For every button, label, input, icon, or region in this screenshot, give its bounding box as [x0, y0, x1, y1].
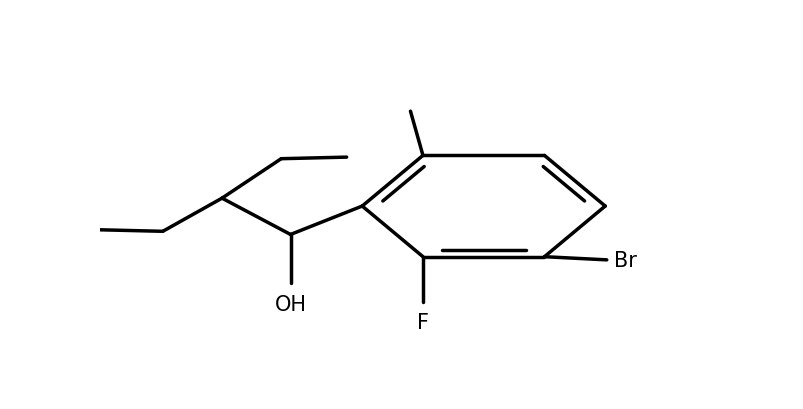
Text: Br: Br [613, 250, 636, 270]
Text: F: F [417, 312, 429, 332]
Text: OH: OH [274, 295, 306, 315]
